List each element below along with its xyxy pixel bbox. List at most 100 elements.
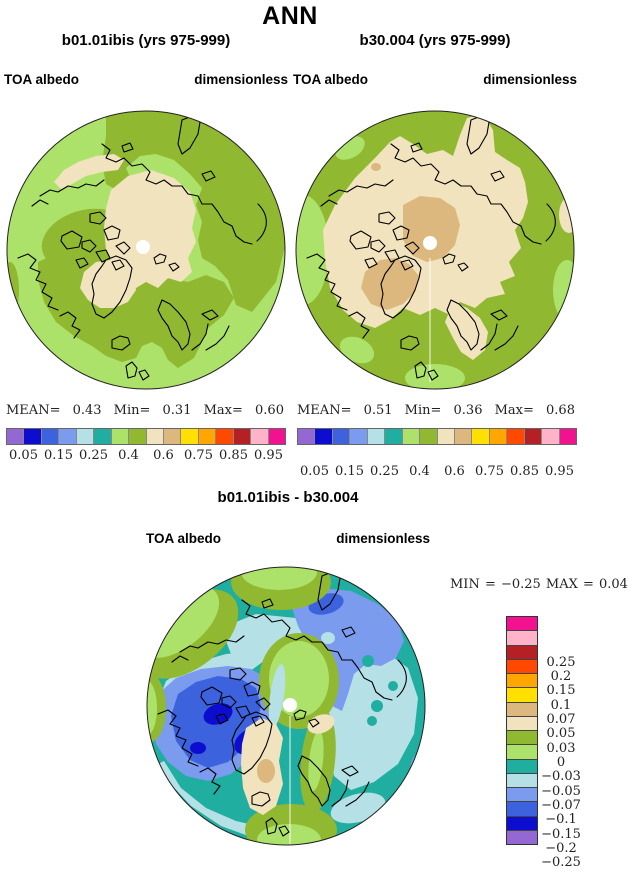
contour-region (361, 258, 419, 310)
colorbar-cell (315, 429, 333, 444)
max-label: Max= (494, 403, 534, 418)
polar-map-b30004 (295, 110, 575, 390)
colorbar-tick-label: 0.6 (444, 464, 465, 479)
colorbar-cell (111, 429, 130, 444)
map2-contour-fills (296, 111, 574, 389)
polar-map-b01ibis (6, 110, 286, 390)
polar-map-difference (146, 566, 426, 846)
colorbar-tick-label: 0.2 (550, 669, 572, 685)
colorbar-cell (268, 429, 285, 444)
contour-region (104, 170, 196, 288)
colorbar-cell (489, 429, 508, 444)
colorbar-cell (59, 429, 77, 444)
colorbar-tick-label: 0.05 (546, 726, 576, 742)
contour-region (296, 195, 329, 305)
colorbar-map2-ticks: 0.05 0.15 0.25 0.4 0.6 0.75 0.85 0.95 (297, 463, 577, 479)
map1-stats: MEAN= 0.43 Min= 0.31 Max= 0.60 (6, 403, 284, 418)
colorbar-cell (420, 429, 438, 444)
colorbar-cell (507, 745, 537, 760)
colorbar-cell (507, 688, 537, 703)
colorbar-cell (163, 429, 182, 444)
max-value: 0.04 (599, 577, 628, 592)
colorbar-cell (181, 429, 199, 444)
colorbar-cell (507, 788, 537, 803)
contour-region (147, 680, 157, 736)
min-value: 0.36 (453, 403, 483, 418)
colorbar-tick-label: 0.25 (370, 464, 399, 479)
colorbar-tick-label: 0.25 (546, 654, 576, 670)
contour-region (54, 154, 124, 190)
contour-region (362, 655, 374, 667)
colorbar-tick-label: −0.15 (541, 826, 581, 842)
colorbar-cell (94, 429, 112, 444)
diff-variable-label: TOA albedo (146, 531, 222, 546)
colorbar-tick-label: 0.85 (510, 464, 539, 479)
colorbar-tick-label: 0.1 (550, 697, 572, 713)
contour-region (371, 163, 381, 171)
colorbar-cell (146, 429, 164, 444)
colorbar-cell (129, 429, 147, 444)
panel2-variable-label: TOA albedo (293, 72, 369, 87)
mean-label: MEAN= (6, 403, 61, 418)
colorbar-cell (41, 429, 60, 444)
contour-region (269, 641, 329, 717)
diff-variable-row: TOA albedo dimensionless (146, 531, 430, 546)
contour-region (321, 632, 335, 644)
contour-region (388, 681, 398, 691)
page-title: ANN (262, 2, 318, 30)
colorbar-cell (524, 429, 543, 444)
colorbar-tick-label: 0.4 (409, 464, 430, 479)
colorbar-cell (507, 631, 537, 646)
colorbar-tick-label: −0.25 (541, 855, 581, 871)
contour-region (190, 742, 206, 754)
map1-contour-fills (7, 111, 285, 389)
colorbar-cell (507, 830, 537, 844)
colorbar-cell (507, 617, 537, 632)
colorbar-cell (507, 773, 537, 788)
contour-region (445, 302, 488, 360)
colorbar-cell (507, 816, 537, 831)
colorbar-cell (198, 429, 217, 444)
colorbar-cell (507, 674, 537, 689)
panel1-units-label: dimensionless (194, 72, 288, 87)
colorbar-difference-ticks: 0.25 0.2 0.15 0.1 0.07 0.05 0.03 0 −0.03 −0.05 −0.… (536, 648, 586, 877)
colorbar-cell (437, 429, 455, 444)
colorbar-tick-label: 0.15 (546, 683, 576, 699)
colorbar-tick-label: −0.2 (545, 840, 577, 856)
colorbar-cell (507, 731, 537, 746)
panel2-subtitle: b30.004 (yrs 975-999) (359, 32, 511, 49)
contour-region (268, 664, 286, 728)
colorbar-cell (7, 429, 25, 444)
colorbar-cell (332, 429, 351, 444)
diff-units-label: dimensionless (336, 531, 430, 546)
panel2-units-label: dimensionless (483, 72, 577, 87)
colorbar-map1 (6, 428, 286, 445)
colorbar-tick-label: 0.25 (79, 448, 108, 463)
colorbar-cell (298, 429, 316, 444)
colorbar-cell (472, 429, 490, 444)
colorbar-map2 (297, 428, 577, 445)
colorbar-cell (216, 429, 234, 444)
colorbar-tick-label: −0.03 (541, 769, 581, 785)
contour-region (257, 759, 275, 783)
contour-region (559, 197, 574, 233)
colorbar-cell (454, 429, 473, 444)
pole-hole (423, 236, 437, 250)
colorbar-tick-label: 0.75 (184, 448, 213, 463)
equals-sign: = (484, 577, 496, 592)
colorbar-difference (506, 616, 538, 845)
diff-minmax: MIN = −0.25 MAX = 0.04 (450, 577, 628, 592)
min-value: −0.25 (500, 577, 541, 592)
colorbar-cell (402, 429, 421, 444)
colorbar-cell (233, 429, 252, 444)
max-label: Max= (203, 403, 243, 418)
colorbar-tick-label: 0.15 (44, 448, 73, 463)
min-value: 0.31 (162, 403, 192, 418)
colorbar-cell (350, 429, 368, 444)
contour-region (203, 703, 233, 725)
colorbar-cell (251, 429, 269, 444)
diff-subtitle: b01.01ibis - b30.004 (217, 489, 359, 506)
map-rim (295, 110, 575, 390)
equals-sign: = (582, 577, 594, 592)
max-label: MAX (545, 577, 578, 592)
